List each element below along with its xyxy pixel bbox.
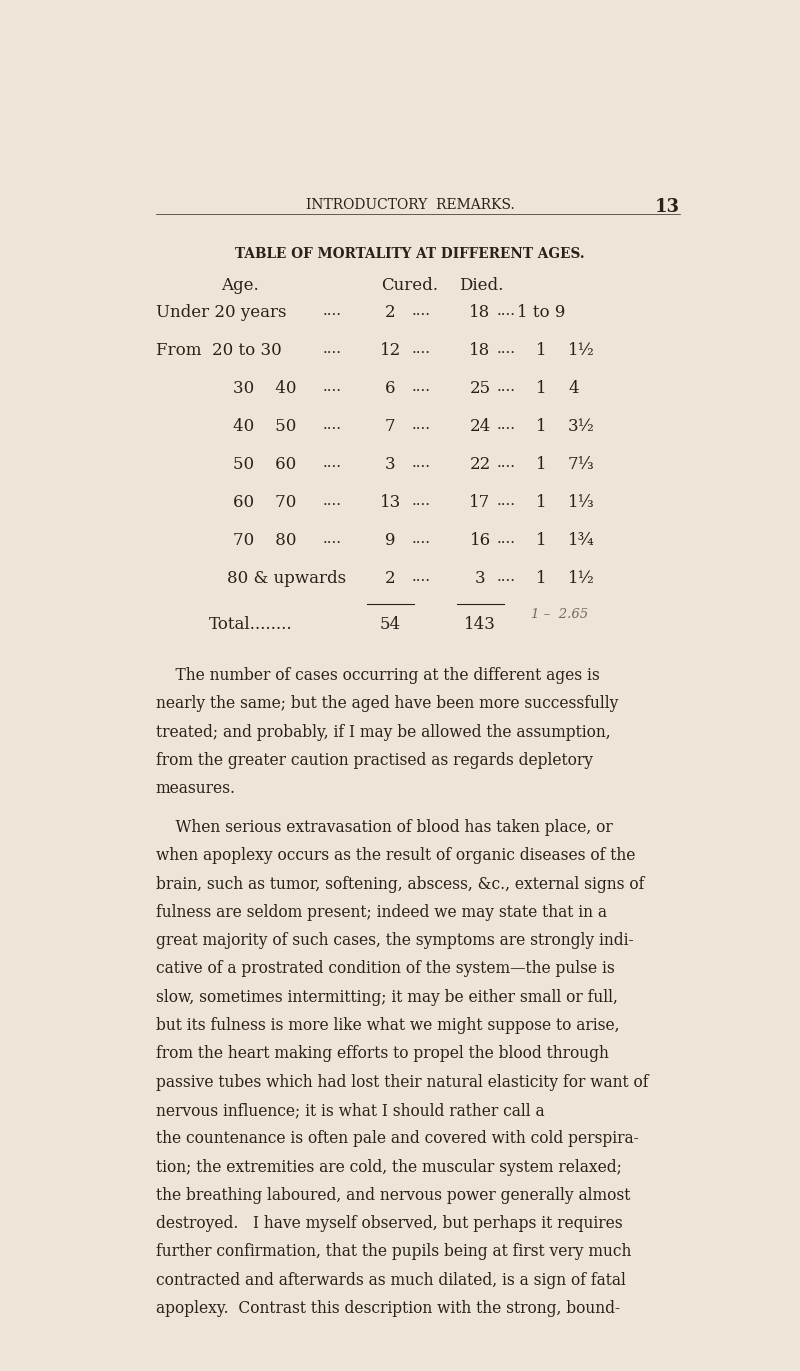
Text: nearly the same; but the aged have been more successfully: nearly the same; but the aged have been … xyxy=(156,695,618,713)
Text: 12: 12 xyxy=(379,341,401,359)
Text: ....: .... xyxy=(497,341,516,356)
Text: 3: 3 xyxy=(474,570,486,587)
Text: ....: .... xyxy=(412,380,430,393)
Text: further confirmation, that the pupils being at first very much: further confirmation, that the pupils be… xyxy=(156,1243,631,1260)
Text: slow, sometimes intermitting; it may be either small or full,: slow, sometimes intermitting; it may be … xyxy=(156,988,618,1006)
Text: tion; the extremities are cold, the muscular system relaxed;: tion; the extremities are cold, the musc… xyxy=(156,1158,622,1175)
Text: 80 & upwards: 80 & upwards xyxy=(227,570,346,587)
Text: ....: .... xyxy=(497,418,516,432)
Text: 30    40: 30 40 xyxy=(234,380,297,396)
Text: 2: 2 xyxy=(385,570,395,587)
Text: Cured.: Cured. xyxy=(382,277,438,295)
Text: ....: .... xyxy=(412,341,430,356)
Text: 18: 18 xyxy=(470,341,490,359)
Text: from the greater caution practised as regards depletory: from the greater caution practised as re… xyxy=(156,751,593,769)
Text: Age.: Age. xyxy=(221,277,258,295)
Text: 4: 4 xyxy=(568,380,578,396)
Text: 13: 13 xyxy=(654,199,680,217)
Text: Died.: Died. xyxy=(459,277,503,295)
Text: ....: .... xyxy=(323,304,342,318)
Text: ....: .... xyxy=(497,532,516,546)
Text: destroyed.   I have myself observed, but perhaps it requires: destroyed. I have myself observed, but p… xyxy=(156,1215,622,1233)
Text: ....: .... xyxy=(497,494,516,507)
Text: 13: 13 xyxy=(379,494,401,511)
Text: Total........: Total........ xyxy=(209,617,292,633)
Text: but its fulness is more like what we might suppose to arise,: but its fulness is more like what we mig… xyxy=(156,1017,619,1034)
Text: 40    50: 40 50 xyxy=(234,418,297,435)
Text: 1 –  2.65: 1 – 2.65 xyxy=(531,607,588,621)
Text: passive tubes which had lost their natural elasticity for want of: passive tubes which had lost their natur… xyxy=(156,1073,648,1091)
Text: ....: .... xyxy=(497,304,516,318)
Text: 3½: 3½ xyxy=(568,418,595,435)
Text: when apoplexy occurs as the result of organic diseases of the: when apoplexy occurs as the result of or… xyxy=(156,847,635,864)
Text: 1½: 1½ xyxy=(568,570,595,587)
Text: contracted and afterwards as much dilated, is a sign of fatal: contracted and afterwards as much dilate… xyxy=(156,1272,626,1289)
Text: from the heart making efforts to propel the blood through: from the heart making efforts to propel … xyxy=(156,1045,609,1063)
Text: INTRODUCTORY  REMARKS.: INTRODUCTORY REMARKS. xyxy=(306,199,514,213)
Text: ....: .... xyxy=(497,457,516,470)
Text: 18: 18 xyxy=(470,304,490,321)
Text: ....: .... xyxy=(323,418,342,432)
Text: ....: .... xyxy=(323,341,342,356)
Text: the countenance is often pale and covered with cold perspira-: the countenance is often pale and covere… xyxy=(156,1130,638,1148)
Text: 24: 24 xyxy=(470,418,490,435)
Text: ....: .... xyxy=(497,570,516,584)
Text: 1: 1 xyxy=(536,532,546,548)
Text: 1: 1 xyxy=(536,494,546,511)
Text: fulness are seldom present; indeed we may state that in a: fulness are seldom present; indeed we ma… xyxy=(156,903,606,921)
Text: nervous influence; it is what I should rather call a: nervous influence; it is what I should r… xyxy=(156,1102,550,1119)
Text: 54: 54 xyxy=(379,617,401,633)
Text: 1: 1 xyxy=(536,457,546,473)
Text: 2: 2 xyxy=(385,304,395,321)
Text: 1 to 9: 1 to 9 xyxy=(518,304,566,321)
Text: cative of a prostrated condition of the system—the pulse is: cative of a prostrated condition of the … xyxy=(156,961,614,978)
Text: 143: 143 xyxy=(464,617,496,633)
Text: 1: 1 xyxy=(536,570,546,587)
Text: When serious extravasation of blood has taken place, or: When serious extravasation of blood has … xyxy=(156,818,613,836)
Text: 25: 25 xyxy=(470,380,490,396)
Text: 17: 17 xyxy=(470,494,490,511)
Text: ....: .... xyxy=(323,494,342,507)
Text: treated; and probably, if I may be allowed the assumption,: treated; and probably, if I may be allow… xyxy=(156,724,610,740)
Text: 1¾: 1¾ xyxy=(568,532,595,548)
Text: 16: 16 xyxy=(470,532,490,548)
Text: ....: .... xyxy=(412,457,430,470)
Text: apoplexy.  Contrast this description with the strong, bound-: apoplexy. Contrast this description with… xyxy=(156,1300,620,1318)
Text: 50    60: 50 60 xyxy=(234,457,297,473)
Text: 1½: 1½ xyxy=(568,341,595,359)
Text: 60    70: 60 70 xyxy=(234,494,297,511)
Text: The number of cases occurring at the different ages is: The number of cases occurring at the dif… xyxy=(156,668,599,684)
Text: 9: 9 xyxy=(385,532,395,548)
Text: 1: 1 xyxy=(536,341,546,359)
Text: the breathing laboured, and nervous power generally almost: the breathing laboured, and nervous powe… xyxy=(156,1187,630,1204)
Text: ....: .... xyxy=(412,494,430,507)
Text: measures.: measures. xyxy=(156,780,236,797)
Text: 1⅓: 1⅓ xyxy=(568,494,595,511)
Text: ....: .... xyxy=(497,380,516,393)
Text: ....: .... xyxy=(323,380,342,393)
Text: 6: 6 xyxy=(385,380,395,396)
Text: TABLE OF MORTALITY AT DIFFERENT AGES.: TABLE OF MORTALITY AT DIFFERENT AGES. xyxy=(235,247,585,260)
Text: ....: .... xyxy=(412,532,430,546)
Text: ....: .... xyxy=(323,457,342,470)
Text: Under 20 years: Under 20 years xyxy=(156,304,286,321)
Text: 22: 22 xyxy=(470,457,490,473)
Text: 70    80: 70 80 xyxy=(234,532,297,548)
Text: brain, such as tumor, softening, abscess, &c., external signs of: brain, such as tumor, softening, abscess… xyxy=(156,876,644,893)
Text: 1: 1 xyxy=(536,380,546,396)
Text: ....: .... xyxy=(412,570,430,584)
Text: ....: .... xyxy=(412,418,430,432)
Text: great majority of such cases, the symptoms are strongly indi-: great majority of such cases, the sympto… xyxy=(156,932,634,949)
Text: 7: 7 xyxy=(385,418,395,435)
Text: 7⅓: 7⅓ xyxy=(568,457,595,473)
Text: ....: .... xyxy=(412,304,430,318)
Text: ....: .... xyxy=(323,532,342,546)
Text: From  20 to 30: From 20 to 30 xyxy=(156,341,282,359)
Text: 3: 3 xyxy=(385,457,395,473)
Text: 1: 1 xyxy=(536,418,546,435)
